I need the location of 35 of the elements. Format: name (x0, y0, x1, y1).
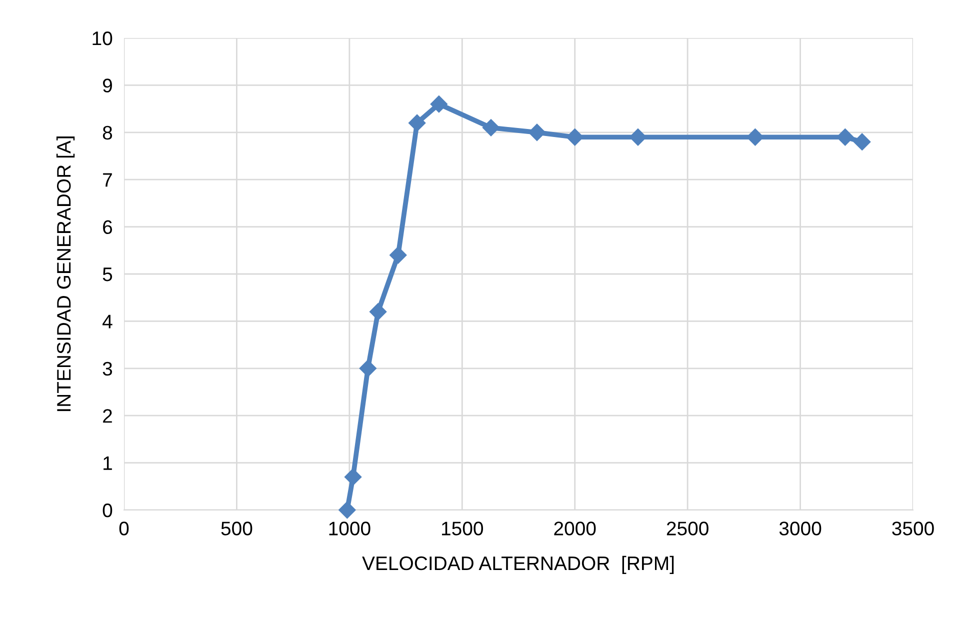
y-tick-label: 7 (103, 173, 112, 187)
point (528, 124, 546, 141)
point (359, 360, 376, 377)
x-tick-label: 3500 (892, 522, 934, 536)
y-tick-label: 2 (103, 409, 112, 423)
y-tick-label: 5 (102, 268, 112, 282)
y-tick-label: 0 (102, 503, 112, 518)
x-tick-label: 3000 (779, 522, 822, 536)
point (344, 468, 362, 486)
y-tick-label: 1 (104, 456, 112, 470)
y-tick-label: 8 (102, 126, 112, 140)
y-tick-label: 3 (102, 362, 112, 376)
point (408, 114, 426, 132)
x-tick-label: 0 (119, 522, 129, 536)
point (338, 501, 356, 519)
y-tick-label: 4 (102, 314, 112, 328)
x-tick-label: 2000 (554, 522, 596, 536)
point (482, 119, 500, 136)
x-tick-label: 2500 (666, 522, 708, 536)
y-axis-title: INTENSIDAD GENERADOR [A] (56, 136, 75, 412)
x-tick-label: 1000 (329, 522, 370, 536)
y-tick-label: 9 (102, 78, 112, 92)
x-tick-label: 500 (221, 522, 252, 536)
point (390, 246, 407, 264)
point (746, 128, 764, 146)
point (836, 128, 854, 146)
point (430, 96, 448, 113)
point (629, 128, 647, 146)
x-axis-title: VELOCIDAD ALTERNADOR [RPM] (362, 556, 674, 574)
point (566, 128, 584, 146)
y-tick-label: 10 (92, 31, 112, 46)
point (370, 303, 387, 320)
y-tick-label: 6 (103, 220, 112, 234)
point (854, 133, 871, 150)
x-tick-label: 1500 (442, 522, 484, 536)
